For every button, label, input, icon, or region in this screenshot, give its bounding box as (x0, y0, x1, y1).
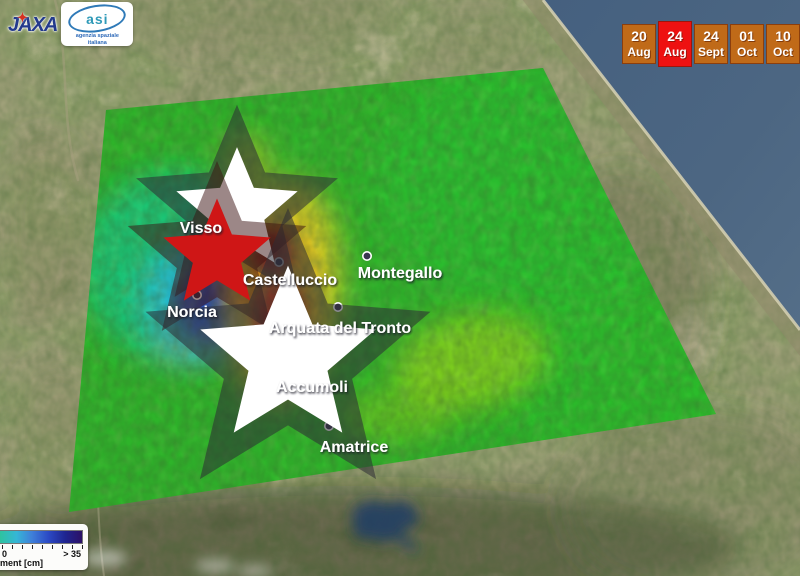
tab-day: 24 (703, 28, 719, 45)
road-line (53, 0, 80, 182)
town-label-montegallo: Montegallo (358, 265, 443, 282)
epicenter-star-white-south (272, 341, 304, 372)
asi-subtitle-line2: italiana (87, 39, 107, 46)
town-labels: Visso Castelluccio Montegallo Arquata de… (167, 220, 442, 456)
date-timeline: 20 Aug 24 Aug 24 Sept 01 Oct 10 Oct (620, 21, 800, 67)
jaxa-star-icon: ✦ (17, 10, 28, 25)
legend-title: Displacement [cm] (0, 558, 44, 568)
coastal-plain (522, 0, 800, 357)
cloud-patches (83, 550, 273, 576)
legend-min-label: 0 (2, 549, 8, 559)
town-dot-castelluccio (273, 256, 284, 267)
sea (522, 0, 800, 357)
asi-wordmark: asi (86, 10, 109, 27)
tab-month: Aug (663, 45, 687, 60)
date-tab-24-aug[interactable]: 24 Aug (658, 21, 692, 67)
lake-campotosto (352, 500, 420, 552)
town-label-amatrice: Amatrice (320, 439, 389, 456)
asi-subtitle-line1: agenzia spaziale (75, 33, 119, 39)
town-label-arquata: Arquata del Tronto (269, 320, 411, 337)
tab-month: Sept (697, 45, 724, 60)
cloud (195, 559, 235, 573)
tab-day: 20 (631, 28, 647, 45)
agency-logos: JAXA ✦ asi agenzia spaziale italiana (8, 2, 134, 46)
epicenter-star-red (206, 244, 228, 265)
color-scale-bar (0, 530, 83, 544)
date-tab-10-oct[interactable]: 10 Oct (766, 24, 800, 64)
tab-month: Oct (772, 45, 793, 60)
tab-month: Oct (736, 45, 757, 60)
asi-orbit-icon: asi (66, 2, 129, 37)
town-label-accumoli: Accumoli (276, 379, 348, 396)
date-tab-01-oct[interactable]: 01 Oct (730, 24, 764, 64)
tab-day: 24 (667, 28, 683, 45)
legend-max-label: > 35 (63, 549, 81, 559)
town-dot-montegallo (361, 251, 372, 262)
town-label-castelluccio: Castelluccio (243, 272, 337, 289)
jaxa-logo: JAXA ✦ (8, 10, 58, 37)
date-tab-24-sept[interactable]: 24 Sept (694, 24, 728, 64)
lake-arm (396, 528, 420, 552)
cloud (83, 550, 127, 566)
tab-month: Aug (627, 45, 651, 60)
cloud (237, 565, 273, 576)
jaxa-wordmark: JAXA (8, 14, 58, 36)
town-label-norcia: Norcia (167, 304, 217, 321)
date-tab-20-aug[interactable]: 20 Aug (622, 24, 656, 64)
coastline (541, 0, 800, 331)
lake-body (352, 500, 419, 542)
asi-logo: asi agenzia spaziale italiana (61, 2, 134, 46)
tab-day: 10 (775, 28, 791, 45)
displacement-legend: 0 > 35 Displacement [cm] (0, 524, 88, 570)
tab-day: 01 (739, 28, 755, 45)
town-label-visso: Visso (180, 220, 223, 237)
color-scale-ticks (0, 545, 83, 549)
